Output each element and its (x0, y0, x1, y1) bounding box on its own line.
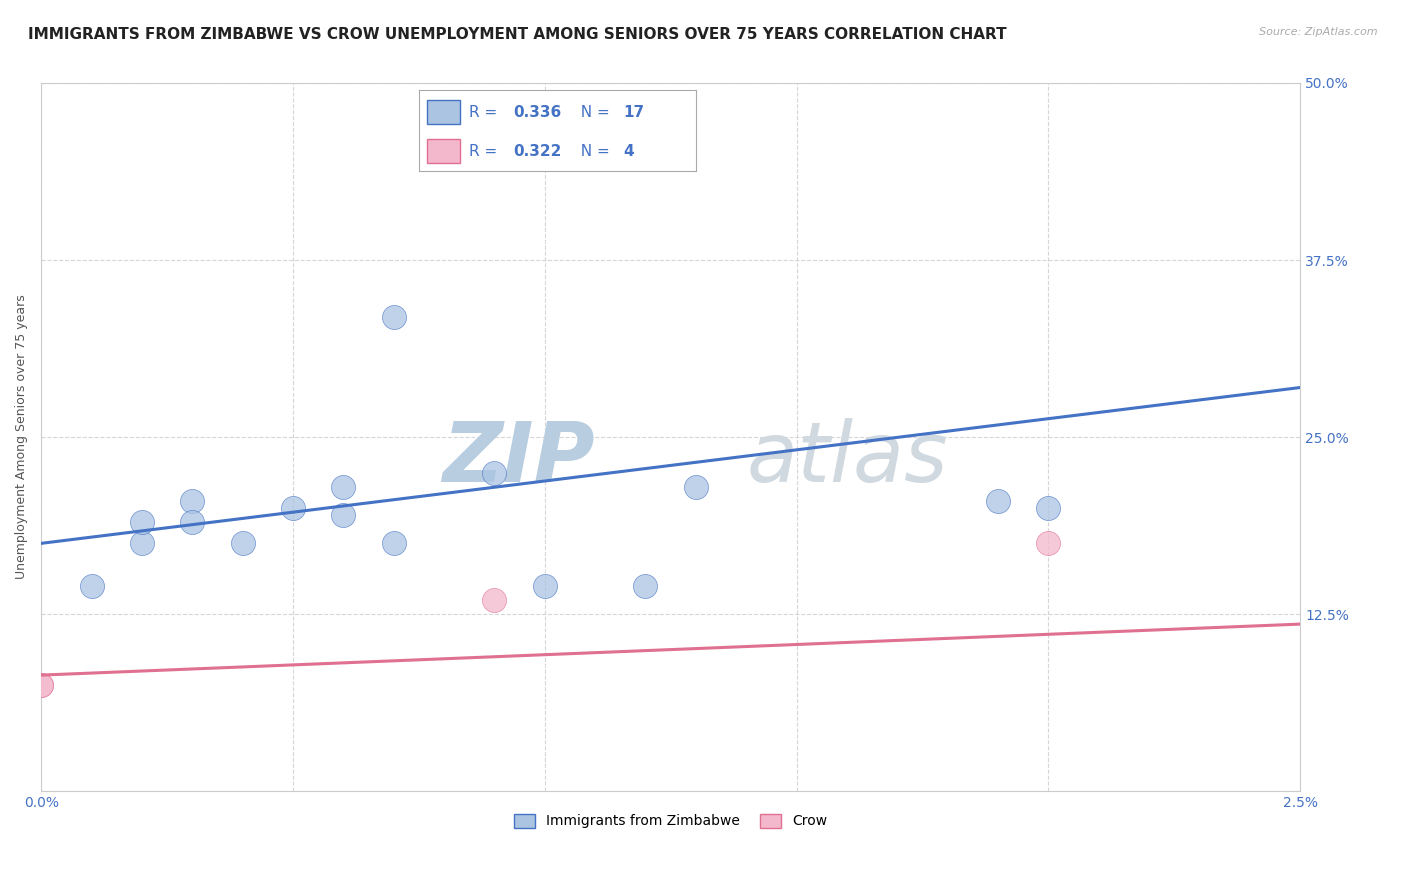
Point (382, 536, 405, 550)
Point (131, 536, 153, 550)
Point (1038, 500, 1060, 515)
Point (484, 593, 506, 607)
Point (987, 493, 1010, 508)
Text: IMMIGRANTS FROM ZIMBABWE VS CROW UNEMPLOYMENT AMONG SENIORS OVER 75 YEARS CORREL: IMMIGRANTS FROM ZIMBABWE VS CROW UNEMPLO… (28, 27, 1007, 42)
Point (484, 466, 506, 480)
Point (30, 678, 52, 692)
Point (181, 515, 204, 529)
Point (80, 579, 103, 593)
Point (332, 508, 354, 522)
Legend: Immigrants from Zimbabwe, Crow: Immigrants from Zimbabwe, Crow (508, 808, 834, 834)
Y-axis label: Unemployment Among Seniors over 75 years: Unemployment Among Seniors over 75 years (15, 294, 28, 580)
Point (533, 579, 555, 593)
Text: ZIP: ZIP (443, 417, 595, 499)
Point (332, 480, 354, 494)
Point (232, 536, 254, 550)
Point (634, 579, 657, 593)
Point (181, 493, 204, 508)
Point (30, 678, 52, 692)
Point (685, 480, 707, 494)
Point (1038, 536, 1060, 550)
Text: atlas: atlas (747, 417, 948, 499)
Text: Source: ZipAtlas.com: Source: ZipAtlas.com (1260, 27, 1378, 37)
Point (281, 500, 304, 515)
Point (382, 310, 405, 324)
Point (131, 515, 153, 529)
